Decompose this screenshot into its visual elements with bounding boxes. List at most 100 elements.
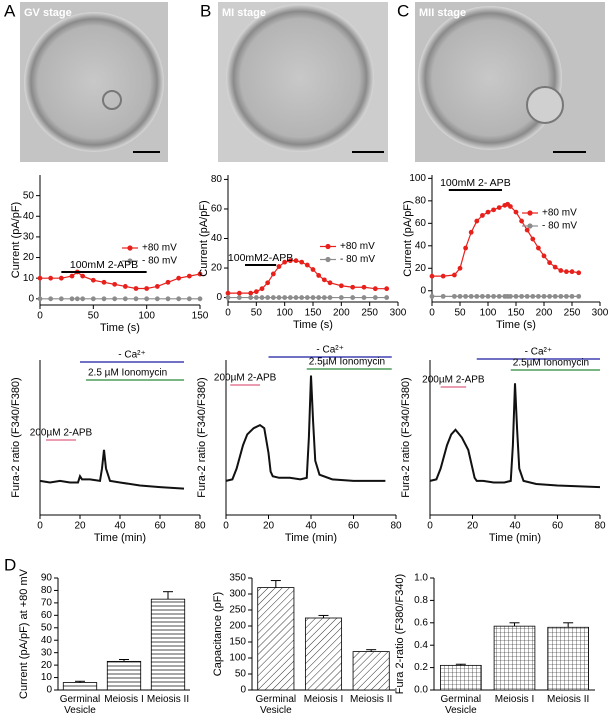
data-point [304,262,310,268]
bar [493,625,536,691]
data-point [429,273,435,279]
x-tick-label: 20 [467,521,479,532]
legend-label: +80 mV [142,243,177,254]
data-point [37,275,43,281]
data-point [80,273,86,279]
x-tick-label: Meiosis I [494,694,535,705]
data-point [165,279,171,285]
y-tick-label: 0 [240,685,246,696]
bar [62,682,98,691]
data-point [327,295,333,300]
data-point [576,293,582,299]
x-tick-label: 80 [390,521,402,532]
data-point [299,259,305,265]
x-tick-label: Germinal Vesicle [440,694,482,716]
y-tick-label: 50 [41,622,53,633]
x-tick-label: 150 [305,308,322,319]
data-point [48,275,54,281]
data-point [253,295,259,300]
data-point [74,296,80,302]
data-point [80,296,86,302]
data-point [197,296,203,302]
y-tick-label: 350 [229,573,246,584]
data-point [69,273,75,279]
legend-marker [527,223,533,229]
data-point [564,293,569,299]
y-axis-label: Current (pA/pF) [198,200,210,276]
data-point [513,293,519,299]
legend-marker [127,258,133,264]
data-point [338,295,344,300]
data-point [480,213,485,218]
data-point [338,283,344,289]
legend-label: +80 mV [542,208,577,219]
data-point [558,293,564,299]
data-point [541,253,547,259]
polar-body [526,86,564,124]
data-point [361,295,367,300]
data-point [265,295,271,300]
y-tick-label: 200 [229,621,246,632]
data-point [440,293,446,299]
panel-label: D [4,555,16,574]
data-point [485,293,491,299]
y-axis-label: Current (pA/pF) [402,200,414,276]
y-tick-label: 80 [415,195,427,206]
annotation-label: 200µM 2-APB [422,375,485,386]
data-point [282,295,288,300]
data-point [236,290,242,296]
data-point [248,290,254,296]
y-tick-label: 100 [229,653,246,664]
x-tick-label: Meiosis II [350,694,393,705]
data-point [133,296,139,302]
data-point [58,275,64,281]
x-tick-label: 0 [225,308,231,319]
y-tick-label: 100 [409,173,426,184]
nucleus [102,90,122,110]
data-point [101,296,107,302]
x-tick-label: 80 [194,521,206,532]
data-point [236,295,242,300]
data-point [122,284,128,289]
data-point [530,236,536,242]
x-tick-label: Meiosis II [146,694,190,705]
y-axis-label: Fura-2 ratio (F340/F380) [10,377,22,497]
y-tick-label: 1.0 [414,573,428,584]
y-axis-label: Fura-2 ratio (F340/F380) [196,377,208,497]
data-point [282,259,288,265]
x-tick-label: 50 [454,308,466,319]
annotation-label: - Ca²⁺ [525,347,553,358]
data-point [293,258,299,264]
data-point [248,295,254,300]
annotation-label: - Ca²⁺ [118,350,146,361]
panel-label: C [397,1,409,20]
y-tick-label: 10 [41,672,53,683]
annotation-label: 100mM 2- APB [440,177,511,189]
x-tick-label: 0 [429,308,435,319]
data-point [564,269,569,275]
x-tick-label: 80 [594,521,606,532]
y-tick-label: 20 [211,263,223,274]
data-point [463,293,468,299]
y-tick-label: 80 [41,585,53,596]
data-point [429,293,435,299]
data-point [316,273,322,278]
y-tick-label: 60 [41,610,53,621]
image-label: GV stage [24,7,72,19]
data-point [463,245,468,251]
y-tick-label: 40 [41,635,53,646]
legend-marker [325,243,331,250]
series-line [228,260,387,294]
bar [440,664,482,691]
data-point [186,273,192,279]
data-point [90,296,96,302]
data-point [508,204,513,209]
x-tick-label: 0 [37,521,43,532]
data-point [576,270,582,276]
series-line [39,449,185,490]
annotation-label: 200µM 2-APB [30,428,93,439]
x-tick-label: 300 [592,308,609,319]
x-tick-label: 20 [74,521,86,532]
data-point [440,273,446,279]
data-point [133,286,139,291]
